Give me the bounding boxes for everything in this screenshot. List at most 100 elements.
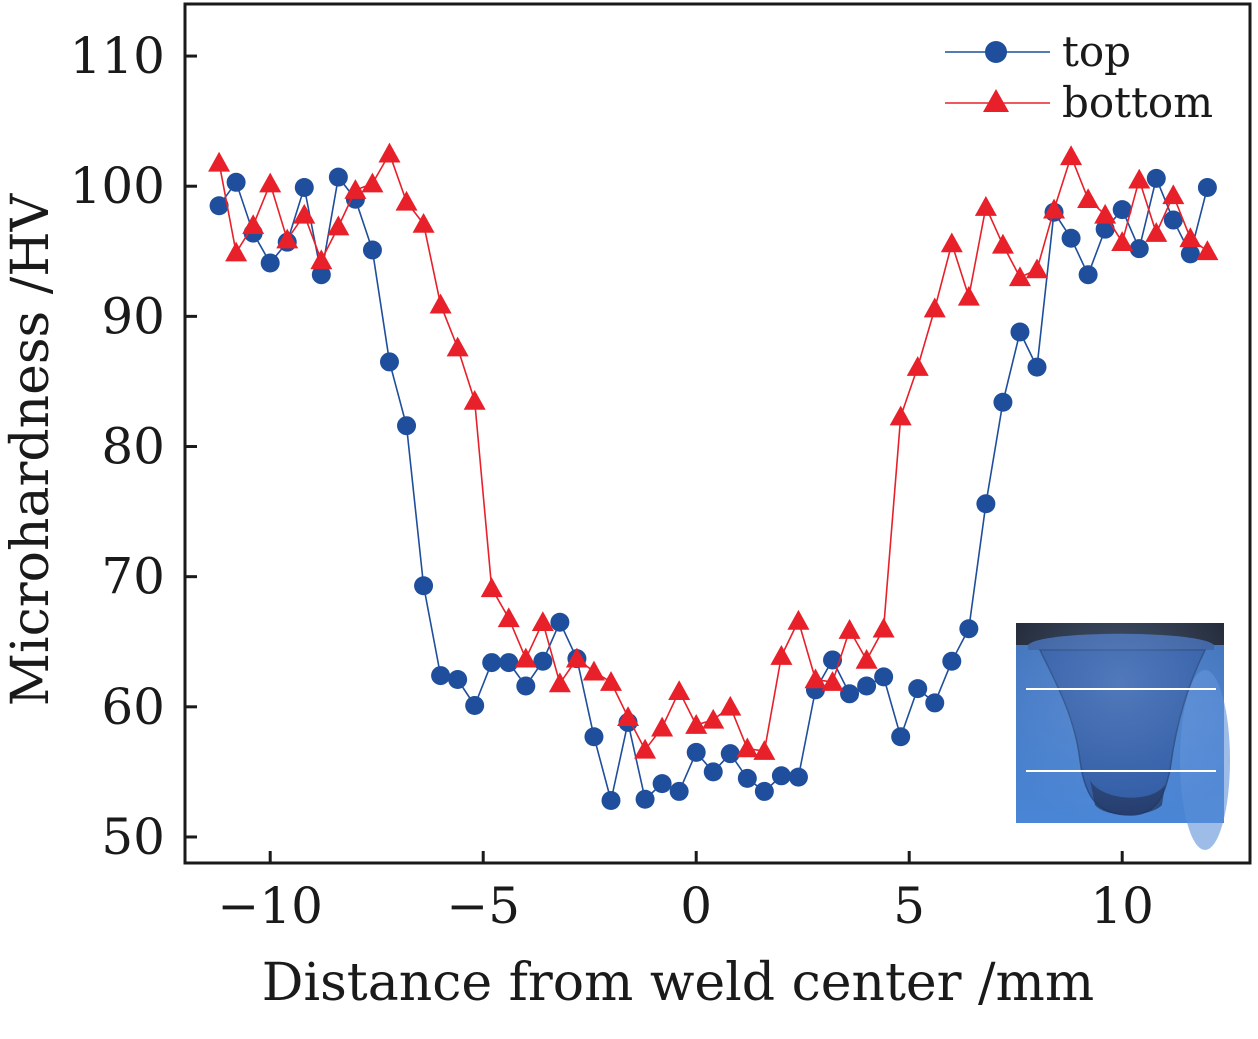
- data-point-bottom: [719, 695, 742, 716]
- data-point-bottom: [1145, 222, 1168, 242]
- data-point-bottom: [1128, 168, 1151, 189]
- data-point-top: [362, 240, 382, 260]
- data-point-top: [857, 676, 877, 696]
- data-point-bottom: [617, 706, 640, 727]
- data-point-bottom: [225, 241, 248, 262]
- data-point-top: [1112, 200, 1132, 220]
- x-tick-label: 5: [893, 877, 925, 935]
- data-point-bottom: [872, 617, 895, 638]
- data-point-top: [516, 676, 536, 696]
- data-point-bottom: [412, 212, 435, 233]
- data-point-bottom: [1094, 203, 1117, 224]
- y-tick-label: 60: [101, 678, 165, 736]
- data-point-bottom: [753, 740, 776, 760]
- data-point-top: [1129, 239, 1149, 259]
- data-point-bottom: [991, 233, 1014, 254]
- data-point-bottom: [1060, 145, 1083, 166]
- data-point-bottom: [582, 660, 605, 681]
- data-point-top: [1095, 219, 1115, 239]
- data-point-bottom: [804, 668, 827, 689]
- data-point-top: [584, 727, 604, 747]
- data-point-bottom: [429, 293, 452, 314]
- series-layer: [208, 142, 1219, 811]
- legend-bottom-marker: [983, 89, 1009, 112]
- data-point-top: [686, 742, 706, 762]
- legend-top-label: top: [1062, 27, 1131, 76]
- data-point-bottom: [531, 611, 554, 632]
- data-point-bottom: [957, 285, 980, 306]
- y-tick-label: 110: [70, 27, 165, 85]
- data-point-bottom: [770, 645, 793, 665]
- data-point-top: [260, 253, 280, 273]
- data-point-bottom: [838, 619, 861, 639]
- data-point-bottom: [208, 151, 231, 172]
- data-point-top: [788, 767, 808, 787]
- data-point-bottom: [480, 577, 503, 598]
- data-point-bottom: [242, 214, 265, 235]
- data-point-bottom: [821, 671, 844, 691]
- data-point-top: [431, 666, 451, 686]
- data-point-bottom: [1196, 240, 1219, 261]
- data-point-top: [1061, 228, 1081, 248]
- data-point-bottom: [565, 647, 588, 668]
- data-point-bottom: [1026, 258, 1048, 279]
- data-point-bottom: [651, 716, 674, 737]
- data-point-top: [1197, 178, 1217, 198]
- data-point-bottom: [855, 648, 878, 669]
- inset-micrograph: [1016, 623, 1230, 850]
- series-bottom: [208, 142, 1219, 760]
- data-point-top: [482, 653, 502, 673]
- x-tick-label: −5: [446, 877, 520, 935]
- x-tick-label: 10: [1090, 877, 1154, 935]
- y-tick-label: 70: [101, 548, 165, 606]
- data-point-top: [652, 774, 672, 794]
- data-point-bottom: [497, 607, 520, 628]
- data-point-top: [499, 653, 519, 673]
- data-point-bottom: [1111, 231, 1134, 251]
- data-point-top: [703, 762, 723, 782]
- data-point-bottom: [889, 405, 912, 426]
- data-point-bottom: [395, 190, 418, 211]
- data-point-top: [1180, 244, 1200, 264]
- data-point-top: [720, 744, 740, 764]
- data-point-top: [925, 693, 945, 713]
- data-point-top: [891, 727, 911, 747]
- data-point-top: [754, 781, 774, 801]
- data-point-top: [976, 494, 996, 514]
- data-point-bottom: [940, 232, 963, 253]
- data-point-top: [448, 669, 468, 689]
- data-point-bottom: [1008, 266, 1031, 287]
- data-point-top: [328, 167, 348, 187]
- data-point-bottom: [1162, 184, 1185, 205]
- data-point-bottom: [668, 680, 691, 700]
- y-axis-title: Microhardness /HV: [1, 192, 61, 706]
- data-point-bottom: [548, 672, 571, 693]
- y-tick-label: 90: [101, 287, 165, 345]
- data-point-bottom: [378, 142, 401, 163]
- y-axis-ticks: 50 60 70 80 90 100 110: [70, 27, 197, 866]
- data-point-bottom: [1077, 188, 1100, 209]
- legend: top bottom: [945, 27, 1213, 127]
- x-tick-label: 0: [680, 877, 712, 935]
- y-tick-label: 80: [101, 418, 165, 476]
- data-point-top: [959, 619, 979, 639]
- data-point-top: [294, 178, 314, 198]
- data-point-top: [1010, 322, 1030, 342]
- data-point-top: [908, 679, 928, 699]
- data-point-top: [635, 789, 655, 809]
- data-point-top: [226, 172, 246, 192]
- data-point-top: [669, 781, 689, 801]
- series-top: [209, 167, 1217, 811]
- data-point-top: [771, 766, 791, 786]
- data-point-bottom: [974, 196, 997, 216]
- data-point-top: [465, 696, 485, 716]
- data-point-top: [397, 416, 417, 436]
- data-point-bottom: [634, 738, 657, 759]
- data-point-top: [550, 612, 570, 632]
- data-point-bottom: [923, 297, 946, 318]
- data-point-bottom: [463, 389, 486, 410]
- legend-bottom-label: bottom: [1062, 78, 1213, 127]
- data-point-top: [874, 667, 894, 687]
- data-point-bottom: [685, 714, 708, 734]
